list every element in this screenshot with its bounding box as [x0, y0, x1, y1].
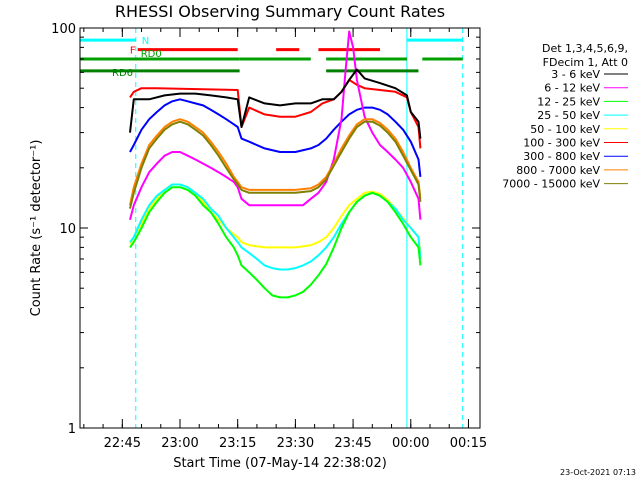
y-tick-label: 1	[68, 422, 76, 437]
x-tick-label: 23:15	[219, 436, 256, 451]
legend-entry: 50 - 100 keV	[530, 123, 600, 136]
legend-entry: 800 - 7000 keV	[516, 164, 600, 177]
y-tick-label: 10	[59, 222, 76, 237]
legend-entry: 25 - 50 keV	[537, 109, 600, 122]
series-line-8	[129, 120, 422, 209]
series-line-2	[129, 186, 422, 299]
legend-entry: 12 - 25 keV	[537, 95, 600, 108]
legend-entry: 100 - 300 keV	[523, 137, 600, 150]
series-line-3	[129, 183, 422, 271]
axis-ticks: 1 10 100 22:45 23:00 23:15 23:30 23:45 00:00 00:1…	[51, 22, 487, 451]
legend-entry: 6 - 12 keV	[544, 82, 600, 95]
x-tick-label: 23:00	[161, 436, 198, 451]
x-axis-label: Start Time (07-May-14 22:38:02)	[173, 456, 387, 471]
x-tick-label: 23:30	[277, 436, 314, 451]
flag-label-rd0: RD0	[141, 49, 162, 60]
legend-entry: 3 - 6 keV	[551, 68, 600, 81]
x-tick-label: 00:15	[450, 436, 487, 451]
footer-date-stamp: 23-Oct-2021 07:13	[560, 468, 636, 477]
series-line-5	[129, 78, 422, 149]
legend-entry: 7000 - 15000 keV	[502, 178, 600, 191]
y-axis-label: Count Rate (s⁻¹ detector⁻¹)	[29, 140, 44, 317]
series-line-6	[129, 98, 422, 178]
legend-header-line: FDecim 1, Att 0	[543, 56, 628, 69]
flag-label-rd6: RD6	[112, 68, 133, 79]
y-tick-label: 100	[51, 22, 76, 37]
x-tick-label: 23:45	[334, 436, 371, 451]
legend-header-line: Det 1,3,4,5,6,9,	[542, 42, 628, 55]
legend-entry: 300 - 800 keV	[523, 150, 600, 163]
plot-marks: NF RD0 RD6	[79, 28, 464, 428]
series-line-7	[129, 118, 422, 206]
series-line-1	[129, 30, 422, 220]
x-tick-label: 00:00	[392, 436, 429, 451]
chart-title: RHESSI Observing Summary Count Rates	[115, 2, 445, 21]
flag-label-f: F	[130, 46, 136, 57]
flag-label-n: N	[142, 36, 149, 47]
x-tick-label: 22:45	[104, 436, 141, 451]
legend: Det 1,3,4,5,6,9,FDecim 1, Att 03 - 6 keV…	[502, 42, 628, 191]
series-line-0	[129, 68, 422, 139]
